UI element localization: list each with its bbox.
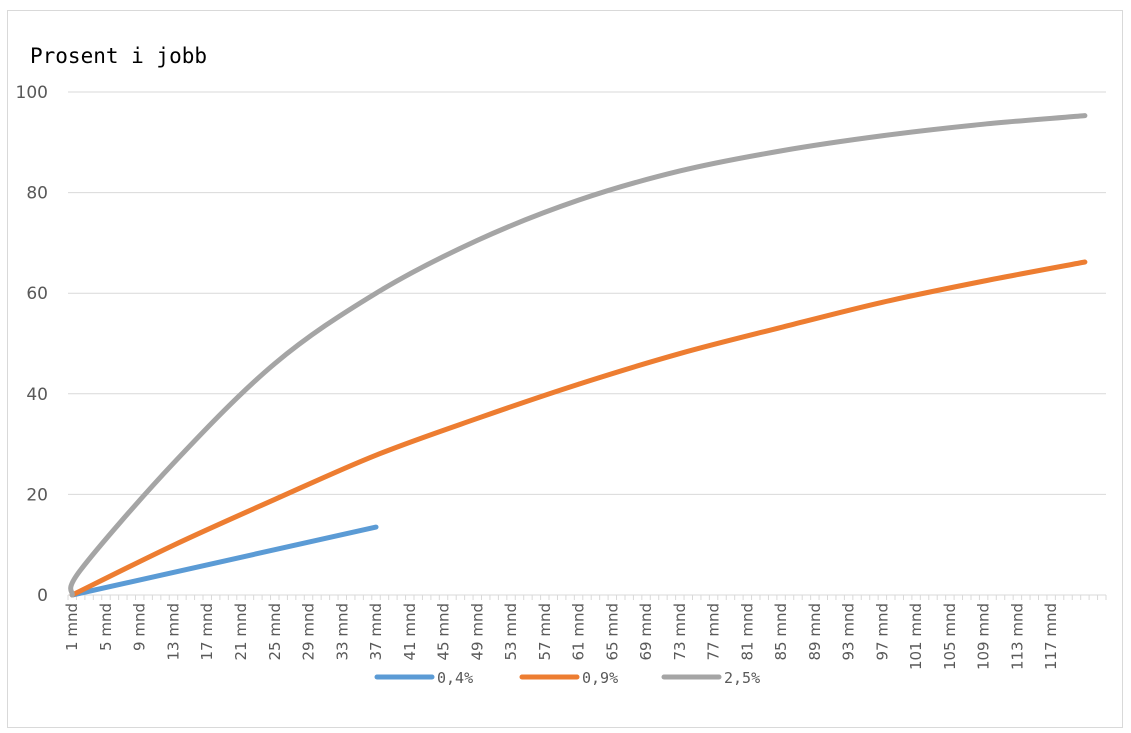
series-line-3 bbox=[68, 113, 1088, 598]
x-tick-label: 109 mnd bbox=[975, 603, 993, 670]
x-tick-label: 81 mnd bbox=[738, 603, 756, 661]
x-tick-label: 57 mnd bbox=[536, 603, 554, 661]
x-tick-label: 53 mnd bbox=[502, 603, 520, 661]
x-tick-label: 113 mnd bbox=[1008, 603, 1026, 670]
x-tick-label: 85 mnd bbox=[772, 603, 790, 661]
x-tick-label: 37 mnd bbox=[367, 603, 385, 661]
x-tick-label: 33 mnd bbox=[333, 603, 351, 661]
legend-label: 0,4% bbox=[437, 669, 473, 687]
legend-label: 0,9% bbox=[582, 669, 618, 687]
x-tick-label: 93 mnd bbox=[840, 603, 858, 661]
x-tick-label: 45 mnd bbox=[435, 603, 453, 661]
x-tick-label: 65 mnd bbox=[603, 603, 621, 661]
chart-title: Prosent i jobb bbox=[30, 44, 208, 68]
x-tick-label: 29 mnd bbox=[300, 603, 318, 661]
x-tick-label: 117 mnd bbox=[1042, 603, 1060, 670]
y-tick-label: 20 bbox=[26, 485, 48, 505]
x-tick-label: 25 mnd bbox=[266, 603, 284, 661]
x-tick-label: 73 mnd bbox=[671, 603, 689, 661]
x-tick-label: 9 mnd bbox=[131, 603, 149, 651]
y-tick-label: 40 bbox=[26, 385, 48, 405]
x-tick-label: 105 mnd bbox=[941, 603, 959, 670]
x-tick-label: 97 mnd bbox=[873, 603, 891, 661]
y-tick-label: 0 bbox=[37, 586, 48, 606]
y-tick-label: 100 bbox=[16, 83, 48, 103]
series-line-1 bbox=[69, 524, 379, 598]
x-tick-label: 77 mnd bbox=[705, 603, 723, 661]
x-tick-label: 101 mnd bbox=[907, 603, 925, 670]
x-tick-label: 41 mnd bbox=[401, 603, 419, 661]
x-tick-label: 61 mnd bbox=[570, 603, 588, 661]
x-tick-label: 89 mnd bbox=[806, 603, 824, 661]
series-line-2 bbox=[69, 259, 1088, 598]
x-tick-label: 5 mnd bbox=[97, 603, 115, 651]
y-tick-label: 60 bbox=[26, 284, 48, 304]
y-tick-label: 80 bbox=[26, 184, 48, 204]
x-tick-label: 1 mnd bbox=[63, 603, 81, 651]
x-tick-label: 21 mnd bbox=[232, 603, 250, 661]
x-tick-label: 17 mnd bbox=[198, 603, 216, 661]
x-tick-label: 13 mnd bbox=[164, 603, 182, 661]
legend-label: 2,5% bbox=[724, 669, 760, 687]
x-tick-label: 49 mnd bbox=[468, 603, 486, 661]
x-tick-label: 69 mnd bbox=[637, 603, 655, 661]
